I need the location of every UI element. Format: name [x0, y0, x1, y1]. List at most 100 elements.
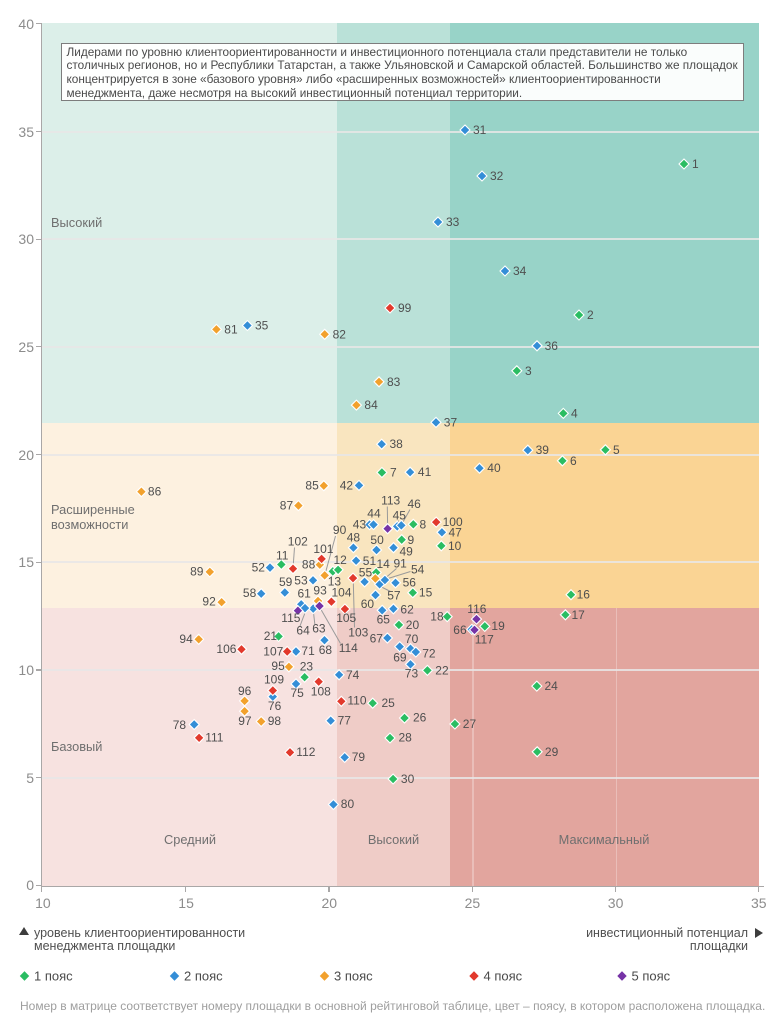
svg-text:46: 46	[408, 497, 422, 511]
svg-text:109: 109	[264, 673, 284, 687]
svg-text:33: 33	[446, 215, 460, 229]
svg-text:79: 79	[352, 750, 366, 764]
svg-text:76: 76	[268, 699, 282, 713]
svg-text:57: 57	[387, 589, 401, 603]
svg-text:28: 28	[399, 731, 413, 745]
svg-text:99: 99	[398, 301, 412, 315]
svg-text:96: 96	[238, 684, 252, 698]
svg-text:103: 103	[348, 625, 368, 639]
svg-text:86: 86	[148, 485, 162, 499]
svg-text:111: 111	[205, 731, 224, 745]
svg-text:105: 105	[336, 611, 356, 625]
svg-text:90: 90	[333, 523, 347, 537]
svg-text:113: 113	[381, 493, 400, 507]
svg-text:21: 21	[264, 629, 278, 643]
svg-text:67: 67	[370, 631, 384, 645]
svg-text:108: 108	[311, 685, 331, 699]
svg-text:40: 40	[487, 461, 501, 475]
svg-text:80: 80	[341, 797, 355, 811]
svg-text:115: 115	[281, 611, 300, 625]
svg-text:8: 8	[420, 517, 427, 531]
svg-text:95: 95	[271, 659, 285, 673]
svg-text:29: 29	[545, 745, 559, 759]
svg-text:13: 13	[328, 575, 342, 589]
svg-text:106: 106	[216, 642, 236, 656]
svg-text:87: 87	[280, 499, 294, 513]
svg-text:20: 20	[406, 618, 420, 632]
svg-text:51: 51	[363, 554, 377, 568]
svg-text:54: 54	[411, 562, 425, 576]
svg-text:31: 31	[473, 123, 487, 137]
svg-text:24: 24	[545, 679, 559, 693]
svg-text:104: 104	[332, 586, 352, 600]
svg-text:74: 74	[346, 668, 360, 682]
svg-text:63: 63	[312, 621, 326, 635]
svg-text:77: 77	[338, 713, 352, 727]
svg-text:102: 102	[288, 534, 308, 548]
svg-text:35: 35	[255, 319, 269, 333]
svg-text:56: 56	[403, 575, 417, 589]
svg-text:34: 34	[513, 264, 527, 278]
svg-text:43: 43	[353, 517, 367, 531]
svg-text:116: 116	[467, 602, 486, 616]
svg-text:30: 30	[401, 772, 415, 786]
svg-text:2: 2	[587, 308, 594, 322]
svg-text:84: 84	[364, 398, 378, 412]
svg-text:4: 4	[571, 407, 578, 421]
svg-text:112: 112	[296, 745, 315, 759]
svg-text:39: 39	[536, 443, 550, 457]
svg-text:92: 92	[202, 595, 216, 609]
svg-text:73: 73	[405, 666, 419, 680]
svg-text:59: 59	[279, 575, 293, 589]
svg-text:100: 100	[443, 515, 463, 529]
svg-text:7: 7	[390, 466, 397, 480]
svg-text:101: 101	[313, 542, 333, 556]
svg-text:75: 75	[291, 686, 305, 700]
svg-text:62: 62	[400, 603, 414, 617]
svg-text:14: 14	[377, 557, 391, 571]
svg-text:27: 27	[463, 717, 477, 731]
svg-text:88: 88	[302, 558, 316, 572]
svg-text:71: 71	[301, 644, 315, 658]
svg-text:53: 53	[294, 574, 308, 588]
svg-text:22: 22	[435, 664, 449, 678]
svg-text:91: 91	[394, 557, 408, 571]
svg-text:60: 60	[361, 597, 375, 611]
svg-text:58: 58	[243, 586, 257, 600]
svg-text:44: 44	[367, 507, 381, 521]
svg-text:16: 16	[577, 588, 591, 602]
svg-text:68: 68	[319, 643, 333, 657]
svg-text:23: 23	[300, 659, 314, 673]
svg-text:98: 98	[268, 714, 282, 728]
svg-text:12: 12	[334, 553, 348, 567]
svg-text:47: 47	[449, 525, 463, 539]
svg-text:52: 52	[252, 560, 266, 574]
svg-text:19: 19	[491, 619, 505, 633]
svg-text:9: 9	[408, 533, 415, 547]
svg-text:25: 25	[382, 696, 396, 710]
svg-text:97: 97	[238, 714, 252, 728]
svg-text:89: 89	[190, 564, 204, 578]
svg-text:81: 81	[224, 322, 238, 336]
svg-text:110: 110	[347, 694, 366, 708]
svg-text:18: 18	[430, 610, 444, 624]
svg-text:15: 15	[419, 586, 433, 600]
svg-text:61: 61	[298, 587, 312, 601]
svg-text:55: 55	[359, 565, 373, 579]
svg-text:32: 32	[490, 169, 504, 183]
svg-text:66: 66	[453, 623, 467, 637]
svg-text:17: 17	[572, 608, 586, 622]
svg-text:65: 65	[377, 612, 391, 626]
svg-text:64: 64	[296, 623, 310, 637]
svg-text:38: 38	[390, 437, 404, 451]
svg-text:6: 6	[570, 454, 577, 468]
svg-text:26: 26	[413, 711, 427, 725]
svg-text:11: 11	[276, 548, 289, 562]
svg-text:36: 36	[545, 339, 559, 353]
svg-text:78: 78	[173, 718, 187, 732]
svg-text:72: 72	[422, 647, 436, 661]
svg-text:70: 70	[405, 632, 419, 646]
svg-text:107: 107	[263, 644, 283, 658]
svg-text:117: 117	[475, 633, 494, 647]
svg-text:42: 42	[340, 478, 354, 492]
